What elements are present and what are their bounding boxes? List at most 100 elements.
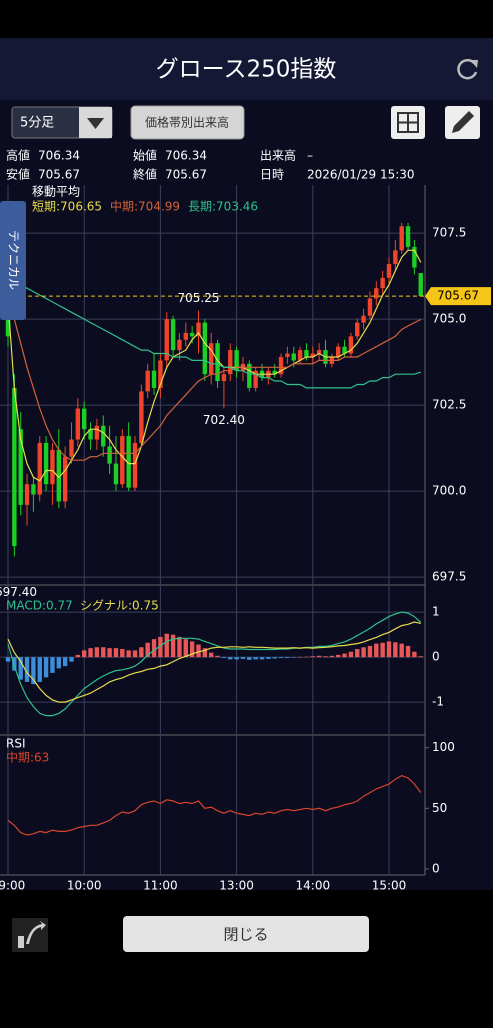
candle-body [418, 273, 423, 297]
candle-body [177, 339, 182, 351]
candle-body [253, 370, 258, 388]
info-label: 終値 [133, 167, 157, 182]
histogram-bar [380, 642, 385, 658]
histogram-bar [418, 656, 423, 658]
candle-body [120, 436, 125, 485]
x-tick-label: 10:00 [67, 879, 102, 893]
period-dropdown[interactable]: 5分足 [11, 106, 113, 139]
histogram-bar [31, 657, 36, 685]
candle-body [310, 353, 315, 357]
price-volume-button[interactable]: 価格帯別出来高 [130, 105, 245, 140]
info-label: 日時 [260, 168, 284, 182]
dropdown-label: 5分足 [20, 116, 54, 131]
layout-button[interactable] [391, 106, 425, 139]
close-button[interactable]: 閉じる [123, 916, 369, 952]
candle-body [24, 484, 30, 505]
last-price-label: 705.67 [437, 289, 479, 303]
histogram-bar [247, 657, 252, 660]
back-icon[interactable] [12, 918, 48, 952]
histogram-bar [355, 649, 360, 658]
grid-icon-lines [398, 113, 418, 132]
info-label: 高値 [6, 148, 30, 163]
histogram-bar [43, 657, 49, 678]
info-value: 705.67 [165, 168, 207, 182]
chart-title: RSI [6, 737, 26, 751]
refresh-button[interactable] [457, 58, 478, 80]
histogram-bar [177, 636, 182, 658]
legend-entry: 長期:703.46 [188, 200, 258, 214]
candle-body [285, 353, 290, 357]
x-tick-label: 15:00 [372, 879, 407, 893]
histogram-bar [170, 634, 176, 658]
y-tick-label: 705.0 [432, 312, 466, 326]
candle-body [126, 436, 131, 488]
legend-title: 移動平均 [32, 185, 80, 199]
histogram-bar [266, 657, 271, 659]
y-tick-label: 700.0 [432, 484, 466, 498]
candle-body [215, 343, 220, 382]
candle-body [196, 322, 201, 337]
histogram-bar [120, 649, 125, 658]
histogram-bar [228, 657, 233, 660]
series-line [7, 277, 421, 389]
y-tick-label: 707.5 [432, 226, 466, 240]
icon-glyph [18, 921, 46, 948]
button-label: 閉じる [223, 926, 268, 944]
candle-body [56, 449, 61, 502]
last-price-tag [425, 287, 491, 306]
draw-button[interactable] [445, 106, 480, 139]
header-title: グロース250指数 [156, 57, 337, 83]
info-value: 705.67 [38, 168, 80, 182]
candle-body [158, 360, 163, 388]
y-tick-label: 0 [432, 861, 440, 875]
histogram-bar [323, 656, 328, 658]
y-tick-label: -1 [432, 695, 444, 709]
histogram-bar [18, 657, 23, 680]
histogram-bar [367, 645, 373, 658]
info-label: 始値 [133, 148, 157, 163]
x-tick-label: 14:00 [296, 879, 331, 893]
plot-area: 09:00 10:00 11:00 13:00 14:00 15:00 697.5 700.0… [0, 185, 491, 893]
candle-body [12, 387, 17, 547]
histogram-bar [113, 648, 119, 658]
y-tick-label: 0 [432, 650, 440, 664]
button-box [130, 105, 245, 140]
series-line [7, 621, 421, 703]
histogram-bar [304, 656, 309, 658]
x-tick-label: 11:00 [143, 879, 178, 893]
candle-body [107, 446, 112, 464]
candle-body [69, 439, 74, 457]
candle-body [399, 226, 404, 251]
histogram-bar [209, 652, 214, 658]
histogram-bar [24, 657, 30, 682]
technical-tab[interactable]: テクニカル [0, 201, 26, 320]
candle-body [336, 346, 341, 357]
info-panel: 高値 706.34 始値 706.34 出来高 – 安値 705.67 終値 705.67 日時 20… [6, 148, 415, 182]
candle-body [132, 442, 138, 488]
candle-body [75, 408, 81, 440]
histogram-bar [5, 657, 11, 662]
histogram-bar [285, 657, 290, 659]
chart-panel [0, 100, 493, 890]
histogram-bar [139, 647, 144, 658]
info-value: 706.34 [165, 149, 207, 163]
histogram-bar [158, 636, 163, 658]
candle-body [43, 442, 49, 485]
candle-body [202, 322, 208, 375]
button-label: 価格帯別出来高 [145, 115, 229, 130]
histogram-bar [240, 657, 246, 659]
histogram-bar [348, 651, 354, 658]
candle-body [62, 456, 68, 502]
histogram-bar [126, 650, 131, 658]
histogram-bar [69, 657, 74, 662]
candle-body [374, 288, 379, 299]
candle-body [316, 350, 322, 354]
candle-body [37, 442, 42, 495]
pencil-icon [452, 111, 474, 133]
legend-entry: 短期:706.65 [32, 200, 102, 214]
candle-body [221, 374, 227, 382]
histogram-bar [151, 639, 157, 658]
candle-body [348, 336, 354, 354]
legend-entry: シグナル:0.75 [80, 599, 159, 613]
histogram-bar [202, 648, 208, 658]
